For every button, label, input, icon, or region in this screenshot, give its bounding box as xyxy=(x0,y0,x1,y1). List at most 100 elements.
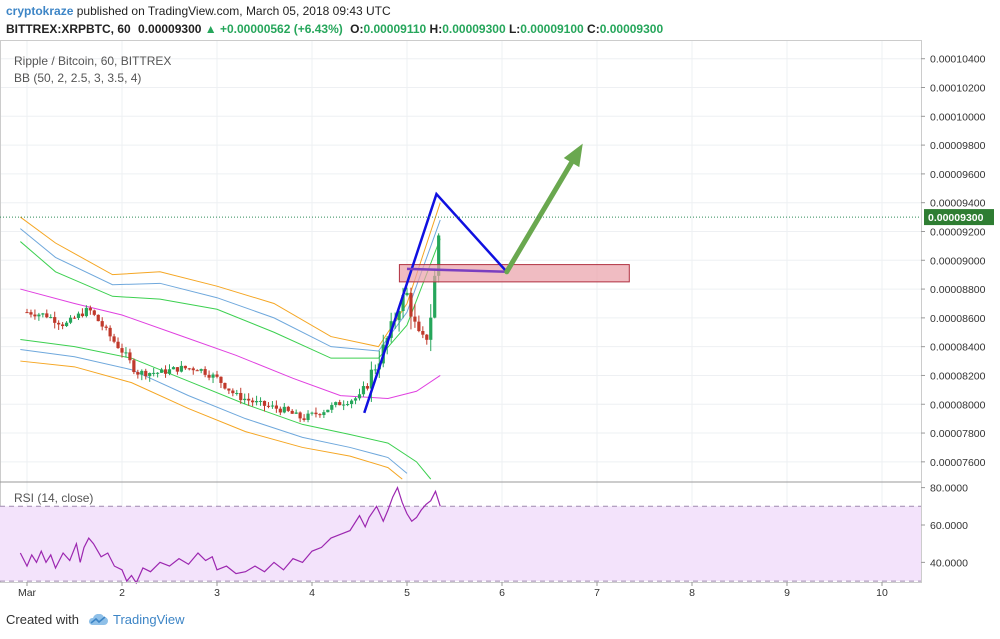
candle-body xyxy=(282,406,286,413)
candle-body xyxy=(187,368,191,370)
candle-body xyxy=(298,412,302,419)
price-tick-label: 0.00009000 xyxy=(930,255,986,267)
rsi-tick-label: 80.0000 xyxy=(930,483,968,495)
price-tick-label: 0.00009400 xyxy=(930,198,986,210)
candle-body xyxy=(361,386,366,395)
candle-body xyxy=(61,324,65,327)
drawing-annotations[interactable] xyxy=(0,143,921,414)
candle-body xyxy=(401,295,405,311)
candlestick-series[interactable] xyxy=(25,233,441,423)
candle-body xyxy=(76,313,81,319)
publish-info: cryptokraze published on TradingView.com… xyxy=(6,4,391,18)
current-price-badge xyxy=(924,209,994,226)
candle-body xyxy=(243,398,247,401)
brand-name: TradingView xyxy=(112,612,185,627)
rsi-band-fill xyxy=(0,506,921,582)
candle-body xyxy=(274,405,278,409)
bb-legend: BB (50, 2, 2.5, 3, 3.5, 4) xyxy=(14,71,141,85)
candle-body xyxy=(262,400,267,406)
target-arrow-head xyxy=(563,143,583,168)
pattern-triangle-lines xyxy=(363,191,508,414)
support-zone xyxy=(398,264,630,283)
candle-body xyxy=(421,331,425,335)
publish-text: published on TradingView.com, March 05, … xyxy=(76,4,391,18)
candle-body xyxy=(219,376,223,383)
bb-line-upper-2 xyxy=(20,238,441,359)
candle-body xyxy=(64,322,69,327)
price-tick-label: 0.00008400 xyxy=(930,342,986,354)
candle-body xyxy=(132,360,136,373)
bb-line-lower-2 xyxy=(20,338,432,480)
candle-body xyxy=(88,307,92,311)
candle-body xyxy=(322,412,326,416)
candle-body xyxy=(405,292,409,296)
pattern-base-line xyxy=(406,267,507,274)
chart-legend-title: Ripple / Bitcoin, 60, BITTREX xyxy=(14,54,171,68)
candle-body xyxy=(306,413,310,420)
candle-body xyxy=(227,388,231,391)
candle-body xyxy=(179,365,183,372)
price-axis[interactable]: 0.00010400 0.00010200 0.00010000 0.00009800… xyxy=(921,40,994,582)
low-value: 0.00009100 xyxy=(520,22,584,36)
candle-body xyxy=(171,367,176,370)
candle-body xyxy=(254,401,259,403)
candle-body xyxy=(278,408,282,413)
candle-body xyxy=(211,374,215,378)
candle-body xyxy=(41,313,45,315)
candle-body xyxy=(195,370,199,372)
tradingview-brand[interactable]: TradingView xyxy=(87,612,185,627)
time-tick-label: 2 xyxy=(119,587,125,599)
candle-body xyxy=(108,327,112,337)
time-tick-label: 5 xyxy=(404,587,410,599)
price-tick-label: 0.00008000 xyxy=(930,399,986,411)
candle-body xyxy=(258,400,263,402)
time-tick-label: 9 xyxy=(784,587,790,599)
candle-body xyxy=(353,398,358,401)
candle-body xyxy=(326,409,330,413)
rsi-tick-label: 40.0000 xyxy=(930,557,968,569)
price-tick-label: 0.00008600 xyxy=(930,313,986,325)
author-name[interactable]: cryptokraze xyxy=(6,4,74,18)
bb-line-upper-4 xyxy=(20,202,441,348)
time-tick-label: 7 xyxy=(594,587,600,599)
candle-body xyxy=(152,372,156,374)
cloud-icon xyxy=(88,613,108,625)
candle-body xyxy=(239,392,243,401)
price-tick-label: 0.00008200 xyxy=(930,370,986,382)
symbol-label: BITTREX:XRPBTC, 60 xyxy=(6,22,131,36)
time-tick-label: Mar xyxy=(18,587,37,599)
candle-body xyxy=(318,414,322,416)
time-axis[interactable]: Mar 2 3 4 5 6 7 8 9 10 xyxy=(0,582,921,599)
candle-body xyxy=(37,314,41,317)
candle-body xyxy=(25,312,29,314)
candle-body xyxy=(116,341,120,349)
candle-body xyxy=(191,368,195,371)
candle-body xyxy=(417,321,421,332)
candle-body xyxy=(286,406,290,411)
high-label: H: xyxy=(429,22,443,36)
candle-body xyxy=(365,386,370,389)
ohlc-header: BITTREX:XRPBTC, 60 0.00009300 ▲ +0.00000… xyxy=(6,22,663,36)
rsi-legend: RSI (14, close) xyxy=(14,491,93,505)
pane-border xyxy=(0,40,922,583)
candle-body xyxy=(72,317,77,319)
last-price: 0.00009300 xyxy=(138,22,202,36)
candle-body xyxy=(270,405,275,407)
candle-body xyxy=(290,410,294,414)
candle-body xyxy=(163,369,168,374)
candle-body xyxy=(338,402,342,406)
candle-body xyxy=(45,313,49,318)
candle-body xyxy=(80,313,85,317)
price-tick-label: 0.00010200 xyxy=(930,83,986,95)
candle-body xyxy=(33,314,37,317)
close-value: 0.00009300 xyxy=(599,22,664,36)
candle-body xyxy=(120,348,124,353)
rsi-pane xyxy=(0,486,921,585)
candle-body xyxy=(235,392,239,394)
candle-body xyxy=(175,367,180,372)
price-tick-label: 0.00008800 xyxy=(930,284,986,296)
price-tick-label: 0.00009600 xyxy=(930,169,986,181)
candle-body xyxy=(159,369,164,373)
candle-body xyxy=(357,394,362,399)
